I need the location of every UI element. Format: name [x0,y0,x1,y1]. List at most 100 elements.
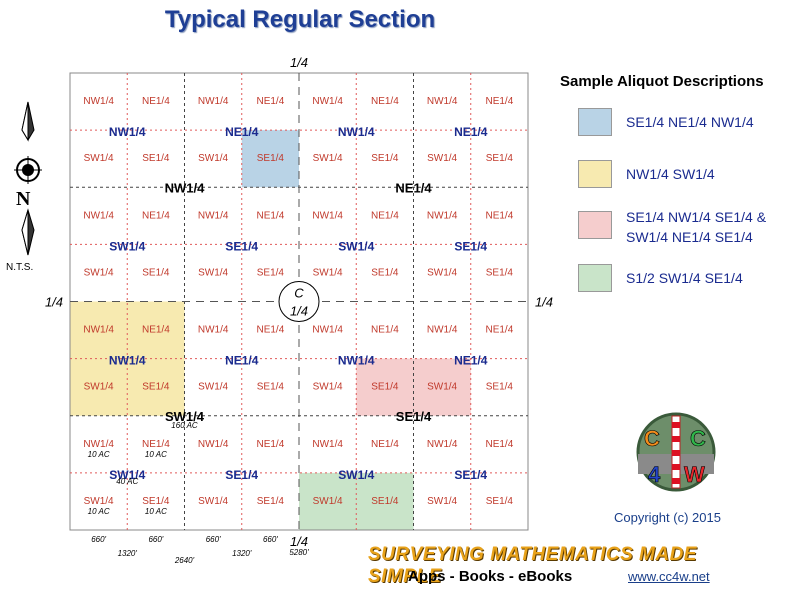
sixteenth-label: SE1/4 [225,468,258,482]
aliquot-label: NW1/4 [312,210,343,221]
aliquot-label: NE1/4 [371,210,399,221]
aliquot-label: NE1/4 [256,210,284,221]
sixteenth-label: SW1/4 [109,239,145,253]
dimension-label: 5280' [289,548,309,557]
banner-text: SURVEYING MATHEMATICS MADE SIMPLE [368,544,697,587]
acreage-label: 40 AC [116,477,138,486]
aliquot-label: NE1/4 [485,439,513,450]
sixteenth-label: NW1/4 [338,125,375,139]
aliquot-label: SW1/4 [313,382,343,393]
aliquot-label: SE1/4 [257,153,285,164]
aliquot-label: SE1/4 [486,382,514,393]
aliquot-label: SE1/4 [257,496,285,507]
dimension-label: 660' [91,535,106,544]
aliquot-label: NE1/4 [485,96,513,107]
quarter-corner-bottom: 1/4 [290,534,308,549]
aliquot-label: NE1/4 [256,439,284,450]
center-quarter-label: 1/4 [290,304,308,319]
legend-swatch-blue [578,108,612,136]
logo-letter: W [684,462,705,487]
sixteenth-label: SW1/4 [338,239,374,253]
quarter-corner-left: 1/4 [45,295,63,310]
aliquot-label: SW1/4 [313,153,343,164]
logo-letter: C [644,426,660,451]
scale-note: N.T.S. [6,262,34,273]
aliquot-label: SW1/4 [427,496,457,507]
aliquot-label: NW1/4 [427,439,458,450]
aliquot-label: NW1/4 [198,96,229,107]
dimension-label: 2640' [174,556,195,565]
legend-item-2: NW1/4 SW1/4 [626,166,715,182]
aliquot-label: SW1/4 [84,382,114,393]
aliquot-label: NW1/4 [83,96,114,107]
aliquot-label: NW1/4 [198,439,229,450]
aliquot-label: SW1/4 [84,153,114,164]
center-c-label: C [294,286,304,301]
aliquot-label: NE1/4 [256,325,284,336]
website-link[interactable]: www.cc4w.net [628,569,710,584]
north-letter: N [16,188,31,210]
acreage-label: 10 AC [145,507,167,516]
center-quarter-circle [278,281,320,322]
quarter-label: NW1/4 [165,180,206,195]
acreage-label: 10 AC [88,450,110,459]
aliquot-label: NE1/4 [142,96,170,107]
sixteenth-label: NE1/4 [454,125,488,139]
logo-letter: 4 [648,462,661,487]
sixteenth-label: SE1/4 [225,239,258,253]
aliquot-label: SW1/4 [84,267,114,278]
legend-swatch-yellow [578,160,612,188]
sixteenth-label: SE1/4 [454,239,487,253]
aliquot-label: SW1/4 [313,267,343,278]
highlight-blue [241,130,299,188]
aliquot-label: NE1/4 [142,210,170,221]
aliquot-label: SE1/4 [142,267,170,278]
aliquot-label: SE1/4 [371,153,399,164]
logo-letter: C [690,426,706,451]
aliquot-label: NE1/4 [371,439,399,450]
legend-item-3-line2: SW1/4 NE1/4 SE1/4 [626,229,753,245]
aliquot-label: SE1/4 [142,382,170,393]
aliquot-label: NW1/4 [427,96,458,107]
dimension-label: 1320' [118,549,138,558]
aliquot-label: NE1/4 [485,325,513,336]
north-arrow-icon [14,101,42,256]
dimension-label: 660' [206,535,221,544]
sixteenth-label: SE1/4 [454,468,487,482]
apps-text: Apps - Books - eBooks [408,568,573,585]
dimension-label: 1320' [232,549,252,558]
aliquot-label: SE1/4 [142,496,170,507]
aliquot-label: NW1/4 [312,439,343,450]
aliquot-label: NW1/4 [312,96,343,107]
copyright-text: Copyright (c) 2015 [614,510,721,525]
sixteenth-label: NE1/4 [225,125,259,139]
page-title: Typical Regular Section [164,6,436,33]
quarter-corner-top: 1/4 [290,55,308,70]
sixteenth-label: NW1/4 [109,354,146,368]
aliquot-label: NE1/4 [142,439,170,450]
sixteenth-label: NE1/4 [225,354,259,368]
aliquot-label: NE1/4 [485,210,513,221]
aliquot-label: NW1/4 [427,210,458,221]
aliquot-label: NE1/4 [371,325,399,336]
aliquot-label: SW1/4 [198,382,228,393]
aliquot-label: SE1/4 [257,382,285,393]
legend-item-4: S1/2 SW1/4 SE1/4 [626,270,743,286]
quarter-corner-right: 1/4 [535,295,553,310]
aliquot-label: SW1/4 [84,496,114,507]
aliquot-label: NW1/4 [83,325,114,336]
acreage-label: 160 AC [171,421,198,430]
quarter-label: SE1/4 [396,409,432,424]
sixteenth-label: SW1/4 [109,468,145,482]
aliquot-label: SW1/4 [198,267,228,278]
aliquot-label: SE1/4 [371,267,399,278]
aliquot-label: SW1/4 [427,153,457,164]
aliquot-label: SW1/4 [427,382,457,393]
aliquot-label: NW1/4 [312,325,343,336]
aliquot-label: NE1/4 [371,96,399,107]
highlight-green [299,472,414,530]
quarter-label: SW1/4 [165,409,205,424]
aliquot-label: SE1/4 [142,153,170,164]
acreage-label: 10 AC [145,450,167,459]
